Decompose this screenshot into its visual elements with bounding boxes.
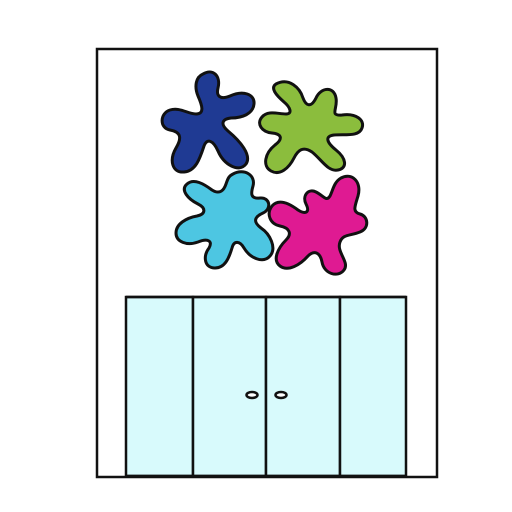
splat-magenta bbox=[267, 174, 369, 276]
cabinet-door-1[interactable] bbox=[124, 295, 195, 478]
cabinet-door-4[interactable] bbox=[338, 295, 408, 478]
cabinet bbox=[124, 295, 408, 478]
splat-navy bbox=[160, 70, 256, 174]
door-handle-right[interactable] bbox=[274, 390, 288, 400]
cabinet-door-2[interactable] bbox=[191, 295, 268, 478]
door-handle-left[interactable] bbox=[245, 390, 259, 400]
splat-cyan bbox=[174, 170, 275, 270]
wall-art bbox=[160, 70, 369, 276]
splat-green bbox=[258, 80, 365, 174]
cabinet-door-3[interactable] bbox=[264, 295, 342, 478]
